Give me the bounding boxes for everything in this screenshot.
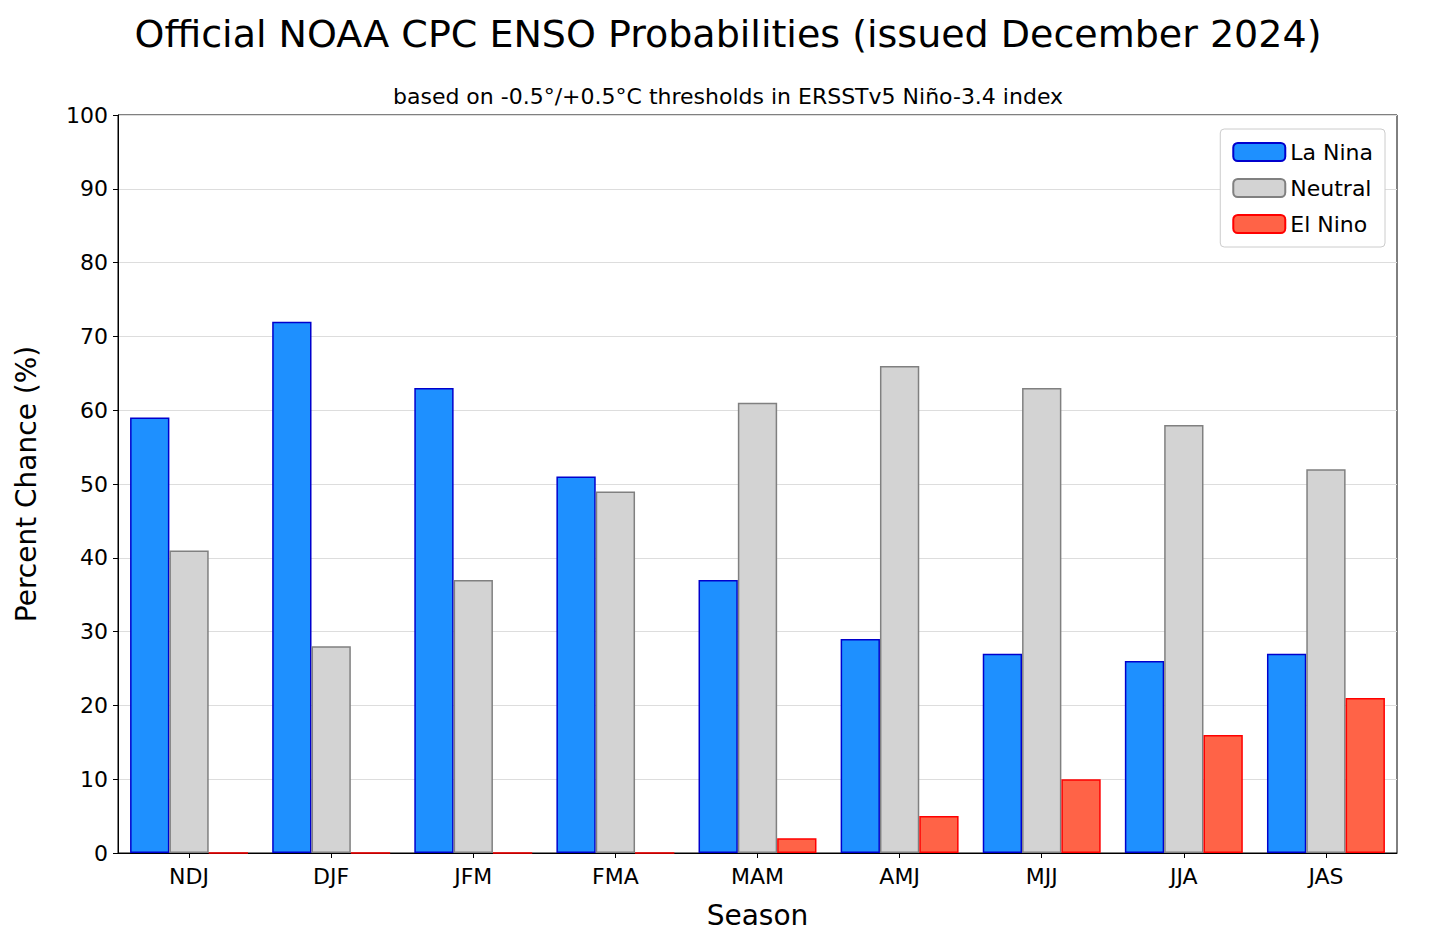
- svg-text:20: 20: [80, 693, 108, 718]
- svg-text:90: 90: [80, 176, 108, 201]
- svg-text:AMJ: AMJ: [879, 864, 920, 889]
- svg-text:10: 10: [80, 767, 108, 792]
- svg-text:JAS: JAS: [1306, 864, 1343, 889]
- svg-text:Official NOAA CPC ENSO Probabi: Official NOAA CPC ENSO Probabilities (is…: [135, 12, 1322, 56]
- svg-text:MAM: MAM: [731, 864, 784, 889]
- svg-text:30: 30: [80, 619, 108, 644]
- svg-text:40: 40: [80, 545, 108, 570]
- svg-text:El Nino: El Nino: [1290, 212, 1367, 237]
- svg-text:JJA: JJA: [1168, 864, 1198, 889]
- svg-text:DJF: DJF: [313, 864, 349, 889]
- svg-text:0: 0: [94, 841, 108, 866]
- svg-text:Neutral: Neutral: [1290, 176, 1371, 201]
- svg-text:FMA: FMA: [592, 864, 639, 889]
- svg-text:La Nina: La Nina: [1290, 140, 1373, 165]
- svg-text:Percent Chance (%): Percent Chance (%): [10, 346, 43, 622]
- svg-text:based on -0.5°/+0.5°C threshol: based on -0.5°/+0.5°C thresholds in ERSS…: [393, 84, 1063, 109]
- svg-text:JFM: JFM: [452, 864, 492, 889]
- svg-text:NDJ: NDJ: [169, 864, 209, 889]
- svg-text:MJJ: MJJ: [1026, 864, 1058, 889]
- svg-text:60: 60: [80, 398, 108, 423]
- svg-text:50: 50: [80, 472, 108, 497]
- svg-text:100: 100: [66, 103, 108, 128]
- svg-text:Season: Season: [707, 899, 809, 932]
- svg-text:80: 80: [80, 250, 108, 275]
- svg-text:70: 70: [80, 324, 108, 349]
